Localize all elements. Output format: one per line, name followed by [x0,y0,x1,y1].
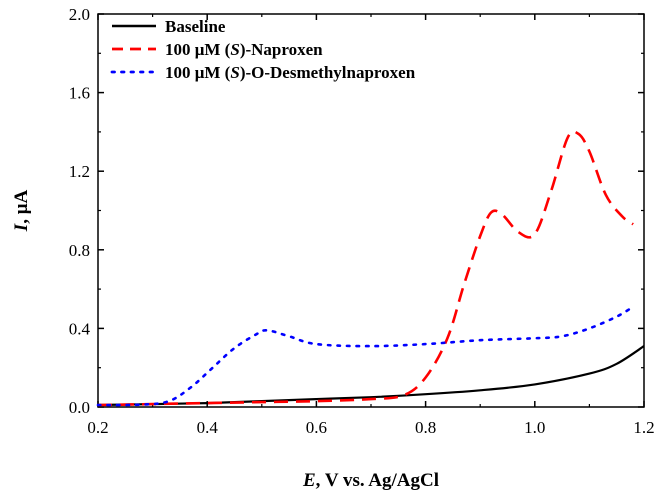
x-tick-label: 0.8 [415,418,436,437]
legend-label-0: Baseline [165,17,226,36]
x-tick-label: 0.6 [306,418,327,437]
y-axis-label: I, μA [11,190,32,233]
series-line-1 [97,130,634,407]
x-tick-label: 1.0 [524,418,545,437]
y-tick-label: 0.8 [69,241,90,260]
legend-label-2: 100 μM (S)-O-Desmethylnaproxen [165,63,416,82]
series-line-2 [96,305,635,407]
x-tick-label: 0.2 [87,418,108,437]
x-tick-label: 0.4 [197,418,219,437]
y-tick-label: 1.2 [69,162,90,181]
legend-label-1: 100 μM (S)-Naproxen [165,40,323,59]
x-tick-label: 1.2 [633,418,654,437]
y-tick-label: 0.4 [69,319,91,338]
x-axis-label: E, V vs. Ag/AgCl [302,470,439,491]
y-tick-label: 2.0 [69,5,90,24]
series-line-0 [97,345,645,407]
y-tick-label: 1.6 [69,84,90,103]
y-tick-label: 0.0 [69,398,90,417]
